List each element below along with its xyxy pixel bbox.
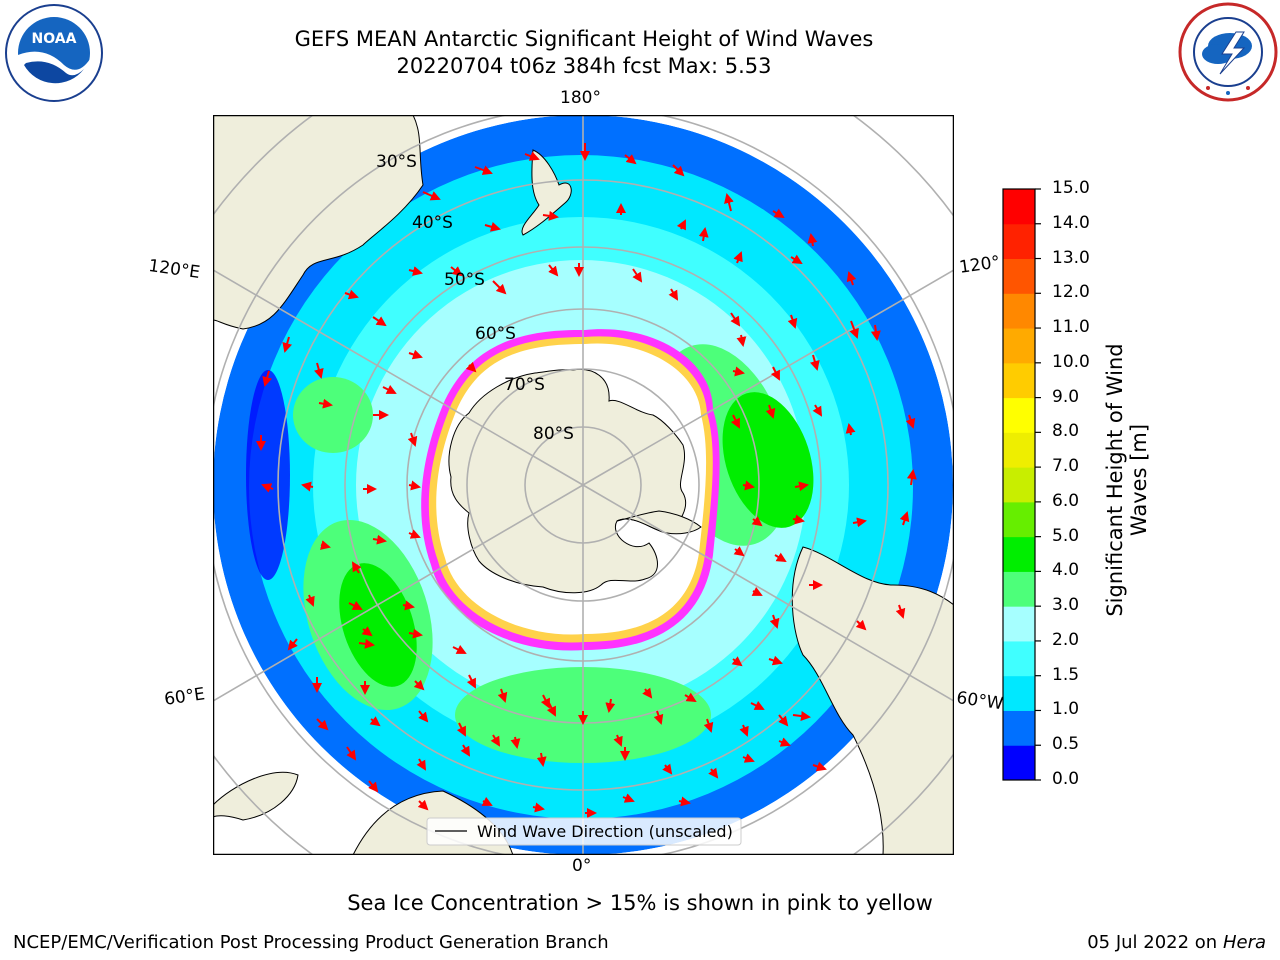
colorbar-segment [1003,467,1035,503]
colorbar-segment [1003,223,1035,260]
footer-date-text: 05 Jul 2022 on [1087,932,1223,953]
colorbar-segment [1003,397,1035,433]
colorbar-tick-label: 14.0 [1052,212,1090,233]
colorbar-tick-label: 0.5 [1052,734,1080,755]
wind-wave-arrows [256,143,917,818]
colorbar-segment [1003,328,1035,364]
colorbar-segment [1003,362,1035,399]
antarctica-landmass [448,368,687,594]
colorbar-tick-label: 10.0 [1052,351,1090,372]
lat-label-70s: 70°S [504,375,545,395]
colorbar-tick-label: 8.0 [1052,421,1080,442]
lon-label-bottom: 0° [572,856,592,876]
lat-label-30s: 30°S [376,152,417,172]
wind-wave-legend: Wind Wave Direction (unscaled) [426,817,742,846]
polar-map: Wind Wave Direction (unscaled) [213,115,954,855]
noaa-logo-icon: NOAA [5,4,103,102]
colorbar-segment [1003,675,1035,711]
colorbar-tick-label: 7.0 [1052,456,1080,477]
national-weather-service-logo-icon [1178,2,1278,102]
lon-label-left-lower: 60°E [163,684,207,710]
noaa-logo-text: NOAA [32,31,77,47]
colorbar-label-line1: Significant Height of Wind [1103,343,1127,617]
colorbar-segment [1003,258,1035,294]
colorbar-tick-label: 0.0 [1052,769,1080,789]
lat-label-40s: 40°S [412,213,453,233]
colorbar-tick-label: 1.0 [1052,699,1080,720]
colorbar-tick-label: 3.0 [1052,595,1080,616]
lon-label-left-upper: 120°E [147,256,202,284]
colorbar-tick-label: 6.0 [1052,490,1080,511]
colorbar-segment [1003,710,1035,746]
footer-host: Hera [1222,932,1266,953]
colorbar-label-line2: Waves [m] [1127,423,1151,537]
lon-label-right-upper: 120° [958,252,1002,278]
lat-label-60s: 60°S [475,324,516,344]
chart-subtitle: 20220704 t06z 384h fcst Max: 5.53 [396,54,772,78]
colorbar-tick-label: 9.0 [1052,386,1080,407]
colorbar-tick-label: 5.0 [1052,525,1080,546]
colorbar-tick-label: 13.0 [1052,247,1090,268]
lat-label-50s: 50°S [444,270,485,290]
colorbar-segment [1003,745,1035,781]
colorbar [1002,188,1041,781]
chart-title: GEFS MEAN Antarctic Significant Height o… [294,27,874,51]
south-america-landmass [791,546,954,855]
colorbar-segment [1003,501,1035,538]
colorbar-segment [1003,640,1035,677]
lon-label-right-lower: 60°W [955,688,1005,715]
colorbar-tick-label: 15.0 [1052,178,1090,198]
legend-label: Wind Wave Direction (unscaled) [477,822,733,841]
colorbar-tick-label: 2.0 [1052,629,1080,650]
footer-branch: NCEP/EMC/Verification Post Processing Pr… [13,932,609,953]
colorbar-segment [1003,571,1035,607]
lat-label-80s: 80°S [533,424,574,444]
colorbar-tick-label: 4.0 [1052,560,1080,581]
australia-landmass [213,115,424,330]
footer-date: 05 Jul 2022 on Hera [1087,932,1266,953]
colorbar-tick-label: 12.0 [1052,282,1090,303]
lon-label-top: 180° [560,88,601,108]
madagascar [213,771,299,821]
sea-ice-caption: Sea Ice Concentration > 15% is shown in … [347,891,933,915]
colorbar-segment [1003,606,1035,642]
meridian-lines [213,115,954,855]
new-zealand [521,149,572,236]
colorbar-tick-label: 1.5 [1052,664,1080,685]
colorbar-segment [1003,536,1035,572]
colorbar-segment [1003,189,1035,225]
wave-patch-low [246,370,290,580]
colorbar-segment [1003,293,1035,329]
colorbar-tick-label: 11.0 [1052,317,1090,338]
colorbar-segment [1003,432,1035,468]
